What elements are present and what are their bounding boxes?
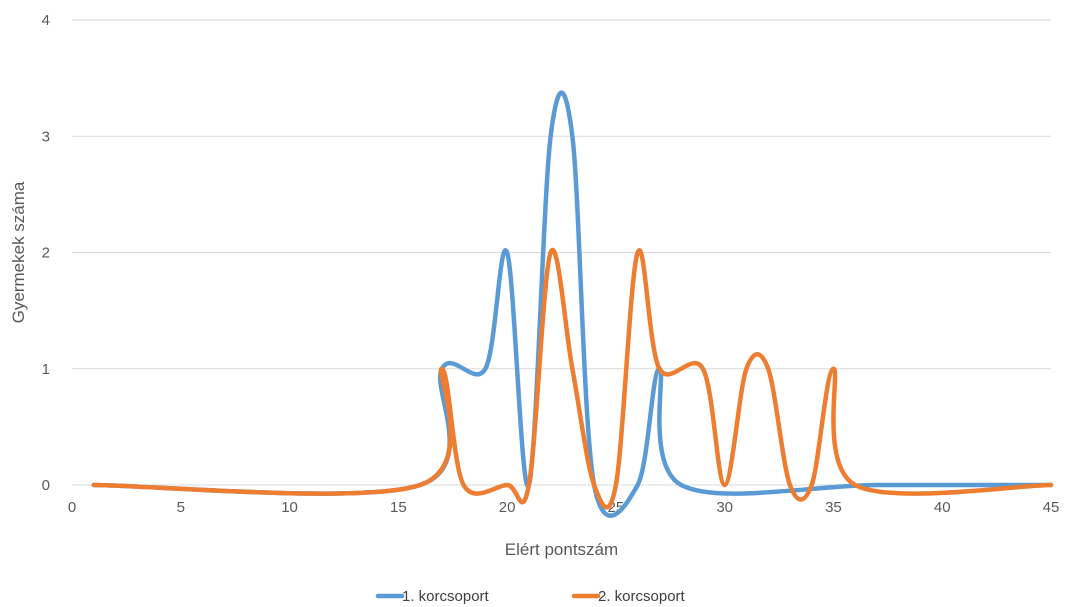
y-tick-label: 3: [42, 128, 50, 145]
legend-label: 1. korcsoport: [402, 588, 490, 605]
x-tick-label: 35: [825, 499, 842, 516]
x-tick-label: 0: [68, 499, 76, 516]
y-tick-label: 1: [42, 361, 50, 378]
legend: 1. korcsoport 2. korcsoport: [375, 588, 686, 605]
series-lines: [91, 90, 1054, 518]
series-line-2: [91, 247, 1054, 510]
x-tick-label: 30: [716, 499, 733, 516]
gridlines: [72, 19, 1051, 370]
series-line-1: [91, 90, 1054, 518]
x-axis-title: Elért pontszám: [505, 540, 618, 559]
y-axis-title: Gyermekek száma: [9, 181, 28, 323]
x-tick-label: 45: [1043, 499, 1060, 516]
legend-label: 2. korcsoport: [598, 588, 686, 605]
y-tick-labels: 0 1 2 3 4: [42, 12, 50, 494]
x-tick-label: 15: [390, 499, 407, 516]
x-tick-label: 5: [177, 499, 185, 516]
y-tick-label: 2: [42, 245, 50, 262]
x-tick-labels: 0 5 10 15 20 25 30 35 40 45: [68, 499, 1060, 516]
y-tick-label: 0: [42, 477, 50, 494]
x-tick-label: 10: [281, 499, 298, 516]
x-tick-label: 20: [499, 499, 516, 516]
y-tick-label: 4: [42, 12, 50, 29]
x-tick-label: 40: [934, 499, 951, 516]
